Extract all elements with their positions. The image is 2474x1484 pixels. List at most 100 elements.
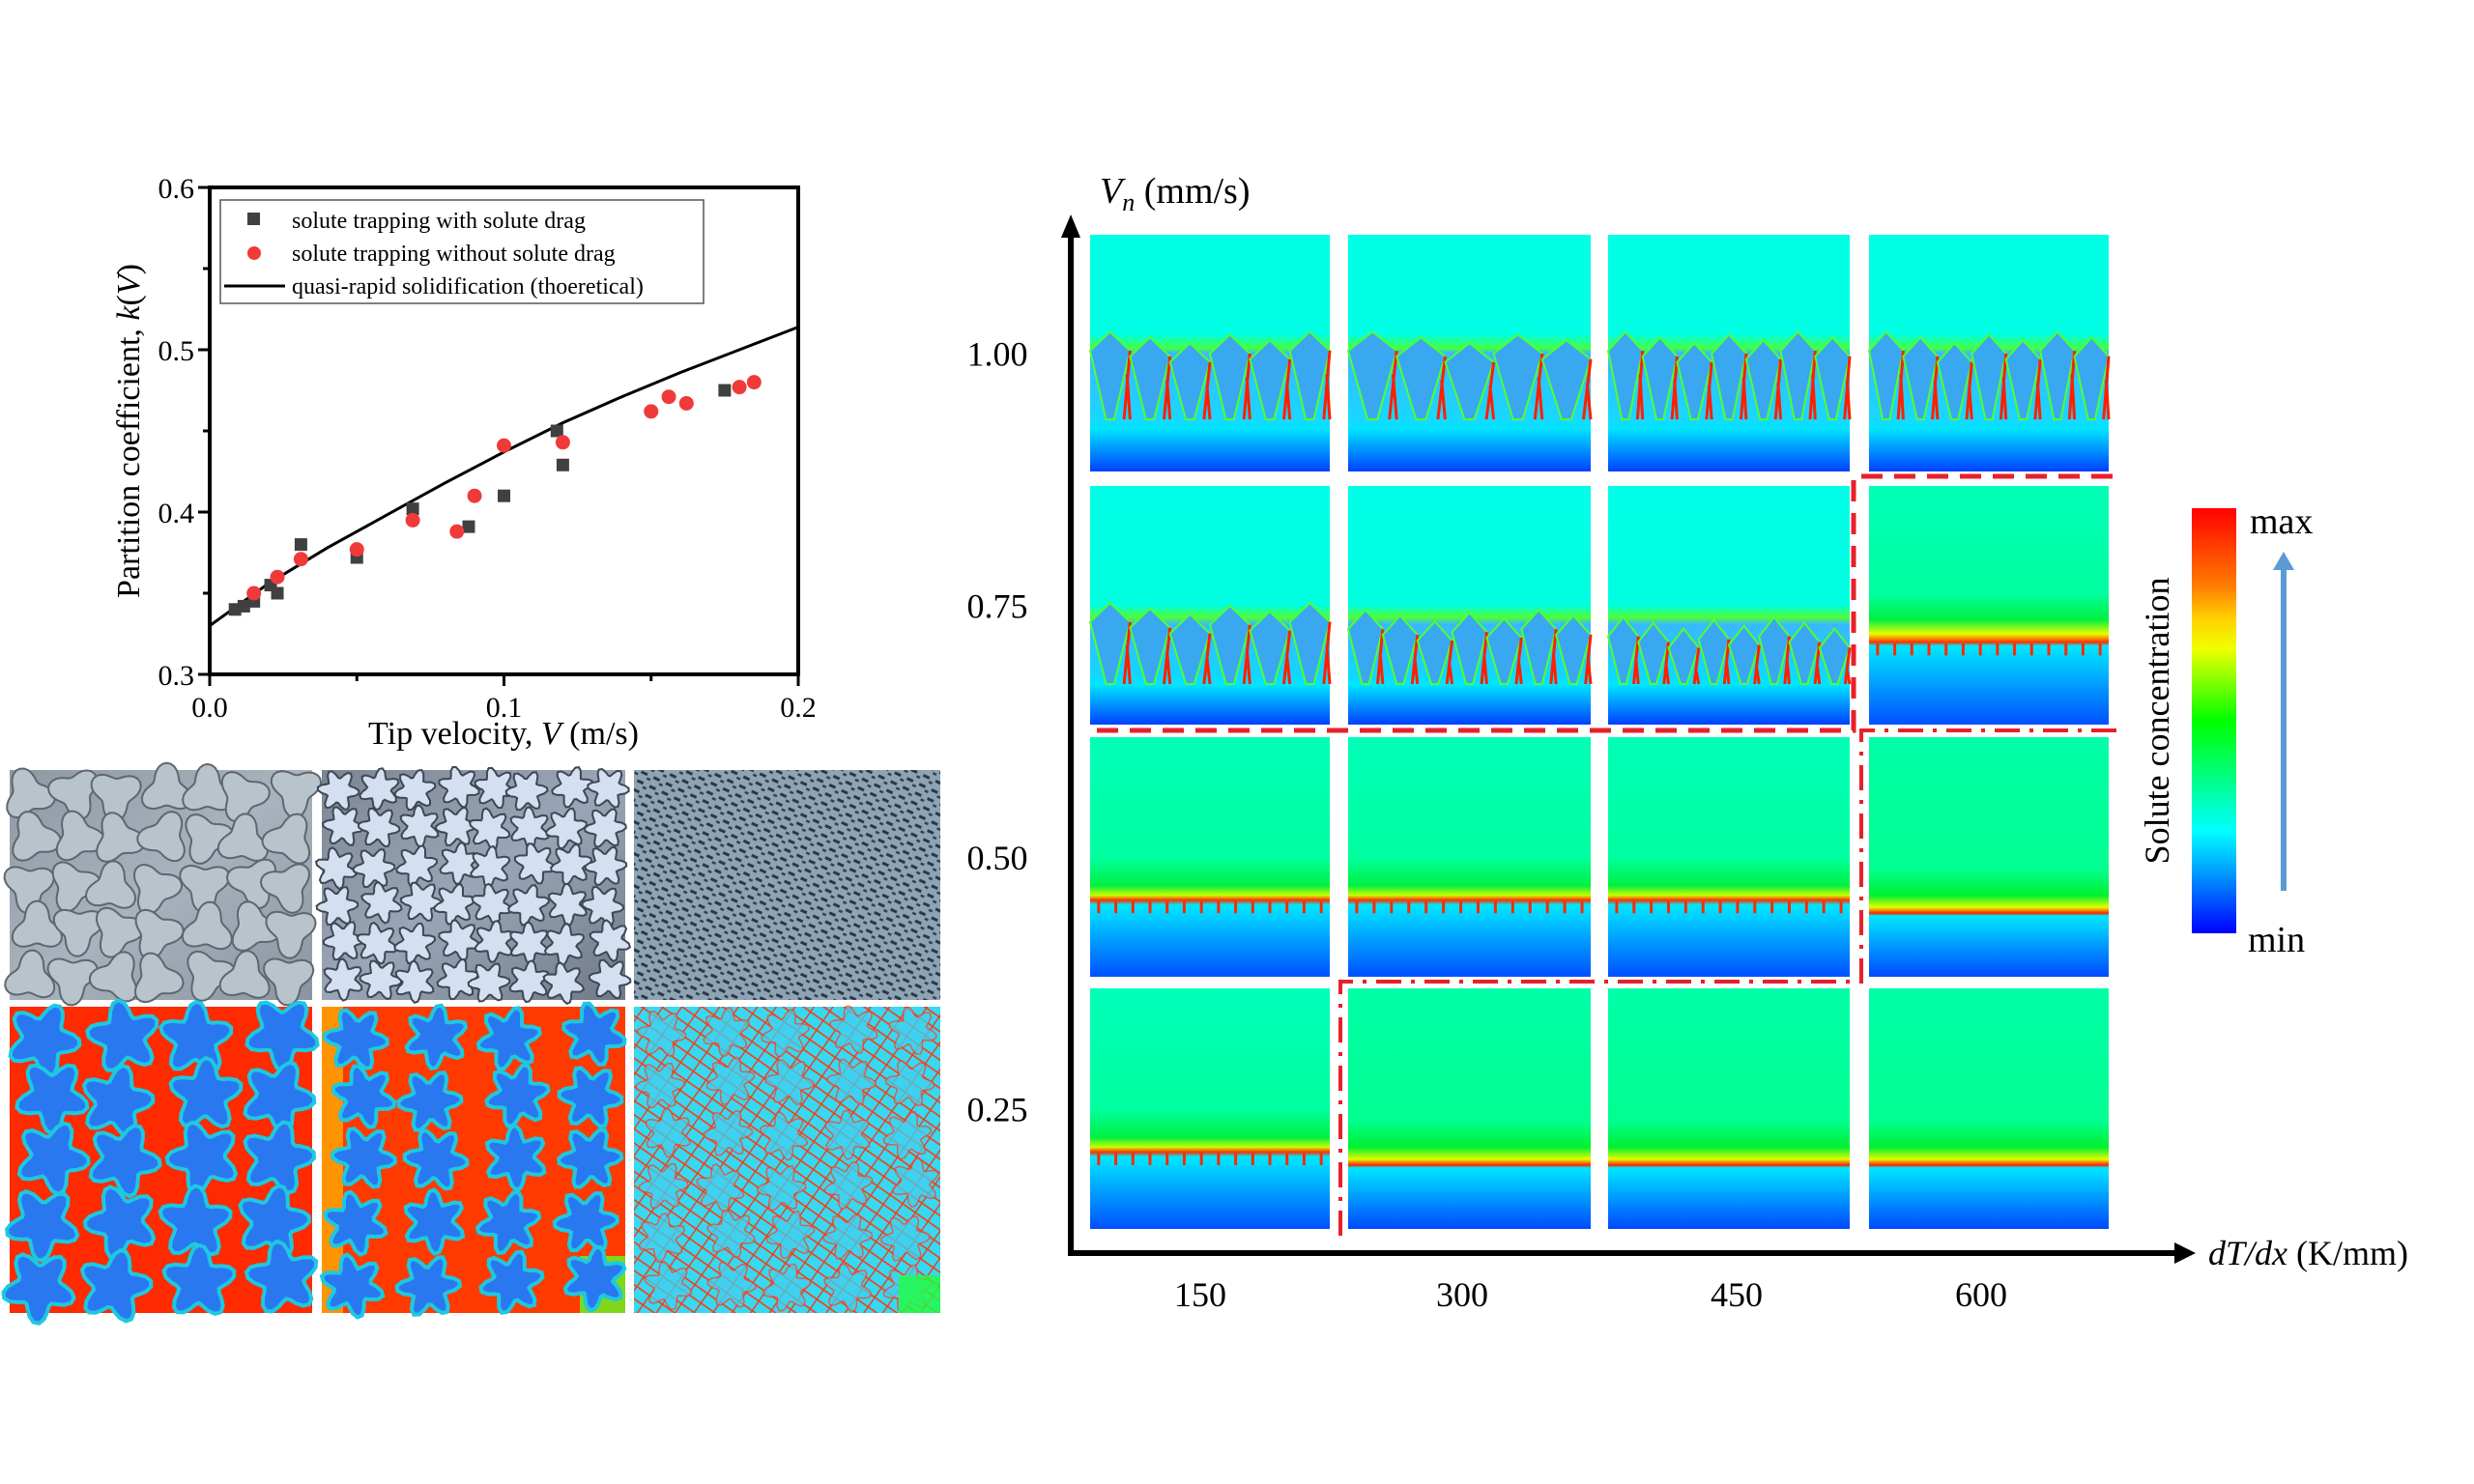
grain bbox=[360, 880, 403, 925]
map-y-tick-labels: 1.00 0.75 0.50 0.25 bbox=[967, 335, 1028, 1129]
map-x-tick-labels: 150 300 450 600 bbox=[1174, 1275, 2007, 1314]
map-x-tick-label: 450 bbox=[1711, 1275, 1763, 1314]
sim-grain bbox=[637, 1011, 687, 1057]
grain bbox=[587, 768, 630, 809]
grain bbox=[439, 842, 480, 886]
data-point-with-drag bbox=[550, 424, 563, 438]
y-tick-label: 0.3 bbox=[158, 660, 195, 692]
grain bbox=[399, 804, 440, 848]
simulation-tile-dendritic bbox=[1346, 486, 1593, 725]
grain bbox=[322, 921, 366, 961]
data-point-without-drag bbox=[467, 488, 482, 503]
sim-grain bbox=[484, 1063, 551, 1128]
sim-grain bbox=[882, 1111, 933, 1160]
map-y-tick-label: 0.25 bbox=[967, 1091, 1028, 1129]
partition-coefficient-chart: 0.3 0.4 0.5 0.6 0.0 0.1 0.2 solute trapping w… bbox=[111, 173, 817, 752]
sim-grain bbox=[705, 1056, 756, 1105]
colorbar-min-label: min bbox=[2248, 920, 2305, 960]
grain bbox=[182, 762, 234, 812]
simulation-tile-cellular bbox=[1090, 737, 1330, 977]
grain bbox=[393, 922, 437, 965]
sim-grain bbox=[759, 1110, 809, 1161]
data-point-without-drag bbox=[746, 375, 762, 390]
grain bbox=[399, 881, 444, 923]
sim-grain bbox=[703, 1110, 754, 1156]
grain bbox=[6, 767, 56, 819]
simulation-tile-dendritic bbox=[1088, 486, 1332, 725]
grain bbox=[220, 771, 271, 822]
sim-grain bbox=[638, 1213, 686, 1264]
map-y-tick-label: 1.00 bbox=[967, 335, 1028, 374]
simulated-micrograph-1 bbox=[1, 998, 320, 1326]
map-y-tick-label: 0.75 bbox=[967, 587, 1028, 626]
data-point-without-drag bbox=[661, 389, 676, 405]
legend-label-theoretical: quasi-rapid solidification (thoeretical) bbox=[292, 274, 644, 300]
grain bbox=[216, 813, 269, 862]
sim-grain bbox=[161, 1242, 237, 1317]
x-axis-label: Tip velocity, V (m/s) bbox=[368, 716, 639, 752]
grain bbox=[438, 919, 480, 961]
sim-grain bbox=[243, 1060, 317, 1136]
y-tick-label: 0.6 bbox=[158, 173, 195, 205]
data-point-without-drag bbox=[497, 438, 511, 453]
map-y-tick-label: 0.50 bbox=[967, 839, 1028, 877]
grain bbox=[474, 919, 515, 964]
sim-grain bbox=[880, 1215, 931, 1262]
grain bbox=[132, 863, 184, 915]
grain bbox=[352, 848, 396, 889]
y-ticks: 0.3 0.4 0.5 0.6 bbox=[158, 173, 210, 692]
sim-grain bbox=[319, 1252, 386, 1320]
grain bbox=[433, 883, 476, 926]
grain bbox=[90, 773, 142, 822]
grain bbox=[95, 906, 146, 958]
grain bbox=[265, 910, 317, 959]
data-point-without-drag bbox=[270, 569, 285, 585]
grain bbox=[509, 921, 549, 965]
grain bbox=[315, 886, 360, 927]
grain bbox=[96, 812, 146, 864]
sim-grain bbox=[396, 1070, 464, 1132]
colorbar-gradient bbox=[2192, 508, 2236, 933]
simulation-tile-planar bbox=[1608, 988, 1850, 1229]
x-tick-label: 0.2 bbox=[780, 692, 817, 724]
grain bbox=[543, 923, 586, 967]
map-y-axis-label: Vn (mm/s) bbox=[1100, 171, 1251, 216]
x-tick-label: 0.0 bbox=[191, 692, 228, 724]
grain bbox=[504, 771, 549, 812]
sim-grain bbox=[322, 1189, 388, 1257]
series-without-solute-drag bbox=[246, 375, 762, 601]
grain bbox=[134, 908, 185, 960]
experimental-micrograph-3 bbox=[634, 770, 940, 1000]
grain bbox=[507, 884, 551, 927]
grain bbox=[584, 846, 628, 886]
sim-grain bbox=[394, 1255, 463, 1317]
grain bbox=[12, 811, 62, 862]
simulation-tile-cellular bbox=[1608, 737, 1850, 977]
sim-grain bbox=[79, 1248, 154, 1324]
grain bbox=[357, 807, 401, 848]
legend-label-with-drag: solute trapping with solute drag bbox=[292, 209, 586, 234]
sim-grain bbox=[1, 1252, 76, 1326]
grain bbox=[356, 921, 399, 965]
data-point-with-drag bbox=[271, 586, 284, 600]
grain bbox=[467, 962, 511, 1003]
sim-grain bbox=[823, 1263, 873, 1313]
sim-grain bbox=[556, 1127, 624, 1189]
simulation-tile-dendritic bbox=[1867, 235, 2111, 471]
sim-grain bbox=[5, 1189, 80, 1263]
sim-grain bbox=[696, 1163, 745, 1213]
data-point-without-drag bbox=[644, 404, 659, 419]
sim-grain bbox=[402, 1128, 470, 1191]
data-point-without-drag bbox=[732, 380, 747, 395]
grain bbox=[584, 808, 627, 848]
sim-grain bbox=[322, 1008, 389, 1070]
y-tick-label: 0.5 bbox=[158, 335, 195, 367]
simulation-tile-planar bbox=[1869, 737, 2109, 977]
sim-grain bbox=[891, 1156, 939, 1208]
legend-box bbox=[219, 199, 705, 304]
grain bbox=[181, 900, 233, 951]
grain bbox=[225, 858, 277, 910]
sim-grain bbox=[823, 1160, 874, 1210]
sim-grain bbox=[761, 1009, 811, 1058]
sim-grain bbox=[884, 1060, 935, 1107]
